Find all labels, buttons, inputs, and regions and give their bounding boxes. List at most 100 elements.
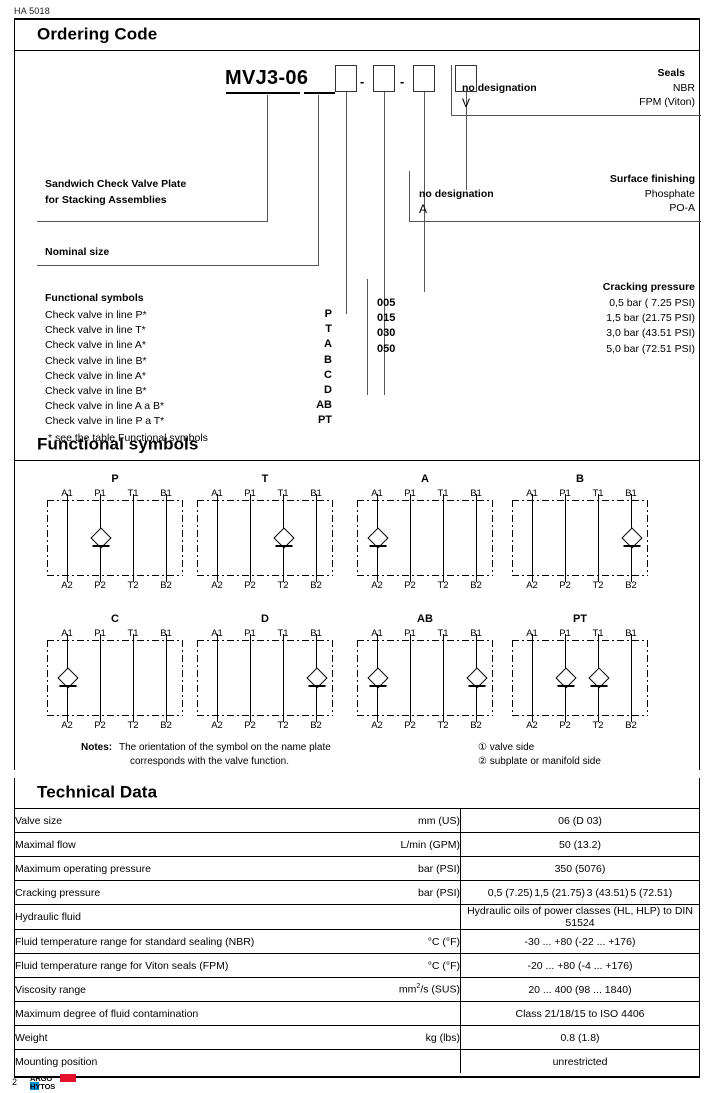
symbol-top-port: B1: [625, 628, 637, 639]
ordering-code-header: Ordering Code: [15, 20, 699, 51]
logo-line1: ARGO: [30, 1074, 53, 1083]
symbol-D: D A1 P1 T1 B1 A2 P2 T2 B2: [190, 613, 340, 734]
symbol-bottom-port: P2: [244, 580, 256, 591]
symbol-top-port: B1: [160, 488, 172, 499]
cracking-row-value: 1,5 bar (21.75 PSI): [606, 312, 695, 325]
cracking-row-value: 3,0 bar (43.51 PSI): [606, 327, 695, 340]
symbol-port-line: [532, 634, 534, 722]
symbol-box: [512, 494, 648, 582]
technical-data-label: Cracking pressure: [15, 880, 350, 905]
functional-row-desc: Check valve in line P*: [45, 309, 147, 321]
technical-data-unit: bar (PSI): [350, 856, 461, 881]
legend-valve-side: ① valve side: [478, 742, 535, 753]
symbol-bottom-port: A2: [61, 580, 73, 591]
functional-row-code: PT: [317, 414, 332, 427]
symbol-bottom-port: A2: [526, 580, 538, 591]
symbol-port-line: [443, 494, 445, 582]
symbol-top-port: P1: [404, 628, 416, 639]
technical-data-label: Fluid temperature range for standard sea…: [15, 929, 350, 954]
symbol-bottom-port: B2: [625, 580, 637, 591]
seals-row-code: V: [462, 96, 471, 110]
check-valve-seat: [623, 545, 641, 547]
technical-data-value: 0,5 (7.25) 1,5 (21.75) 3 (43.51) 5 (72.51): [460, 880, 699, 905]
symbol-bottom-ports: A2 P2 T2 B2: [505, 580, 655, 594]
seals-bracket-rule: [451, 115, 701, 116]
functional-row-code: C: [324, 368, 332, 381]
symbol-bottom-port: T2: [127, 580, 139, 591]
technical-data-unit: °C (°F): [350, 929, 461, 954]
logo-blue-block: [30, 1082, 39, 1090]
surface-row-code: A: [419, 202, 428, 216]
check-valve-seat: [590, 685, 608, 687]
technical-data-row: Weight kg (lbs) 0.8 (1.8): [15, 1025, 699, 1050]
symbol-C: C A1 P1 T1 B1 A2 P2 T2 B2: [40, 613, 190, 734]
ordering-code-box-1[interactable]: [335, 65, 357, 92]
symbol-box: [197, 634, 333, 722]
symbol-top-port: T1: [277, 488, 288, 499]
functional-row-code: P: [324, 308, 332, 320]
technical-data-label: Viscosity range: [15, 977, 350, 1002]
symbol-port-line: [166, 634, 168, 722]
symbol-top-ports: A1 P1 T1 B1: [190, 488, 340, 500]
symbol-box: [47, 494, 183, 582]
technical-data-value-item: 5 (72.51): [630, 886, 673, 899]
check-valve-seat: [92, 545, 110, 547]
technical-data-unit: bar (PSI): [350, 880, 461, 905]
functional-row-code: A: [324, 338, 332, 351]
ordering-code-box-3[interactable]: [413, 65, 435, 92]
technical-data-unit: L/min (GPM): [350, 832, 461, 857]
symbol-top-port: A1: [371, 628, 383, 639]
legend-subplate-side: ② subplate or manifold side: [478, 756, 601, 767]
functional-row-desc: Check valve in line T*: [45, 324, 146, 337]
symbol-top-port: A1: [211, 628, 223, 639]
check-valve-seat: [557, 685, 575, 687]
symbol-P: P A1 P1 T1 B1 A2 P2 T2 B2: [40, 473, 190, 594]
functional-symbols-header: Functional symbols: [15, 430, 699, 461]
symbol-T: T A1 P1 T1 B1 A2 P2 T2 B2: [190, 473, 340, 594]
notes-line1: The orientation of the symbol on the nam…: [119, 742, 331, 753]
symbol-title: P: [111, 473, 119, 485]
technical-data-value-item: 1,5 (21.75): [534, 886, 586, 899]
functional-row-desc: Check valve in line A*: [45, 369, 146, 382]
technical-data-label: Maximal flow: [15, 832, 350, 857]
technical-data-label: Hydraulic fluid: [15, 904, 350, 930]
functional-row-desc: Check valve in line A*: [45, 339, 146, 352]
nominal-size-label: Nominal size: [45, 246, 110, 258]
connector-line-4: [384, 92, 385, 395]
symbol-bottom-port: B2: [625, 720, 637, 731]
technical-data-value: -30 ... +80 (-22 ... +176): [460, 929, 699, 954]
symbol-top-port: P1: [244, 628, 256, 639]
symbol-box: [512, 634, 648, 722]
symbol-title: C: [111, 613, 119, 625]
symbol-bottom-port: B2: [470, 720, 482, 731]
functional-symbols-section: Functional symbols PA1P1T1B1A2P2T2B2TA1P…: [14, 430, 700, 770]
symbol-port-line: [133, 494, 135, 582]
symbol-port-line: [217, 494, 219, 582]
symbol-port-line: [410, 494, 412, 582]
document-code: HA 5018: [14, 6, 50, 16]
symbol-top-ports: A1 P1 T1 B1: [350, 628, 500, 640]
symbol-bottom-port: A2: [371, 580, 383, 591]
symbol-top-port: A1: [526, 628, 538, 639]
symbol-title: AB: [417, 613, 433, 625]
technical-data-row: Cracking pressure bar (PSI) 0,5 (7.25) 1,5 …: [15, 880, 699, 905]
symbol-port-line: [410, 634, 412, 722]
functional-symbols-footnote: * see the table Functional symbols: [48, 432, 208, 444]
technical-data-row: Hydraulic fluid Hydraulic oils of power c…: [15, 904, 699, 930]
ordering-code-body: MVJ3-06 - - Sandwich Check Valve Plate for S…: [15, 51, 701, 444]
cracking-row-value: 5,0 bar (72.51 PSI): [606, 342, 695, 355]
symbol-top-port: B1: [470, 628, 482, 639]
ordering-code-box-2[interactable]: [373, 65, 395, 92]
symbol-bottom-port: T2: [437, 720, 449, 731]
ordering-code-box-4[interactable]: [455, 65, 477, 92]
ordering-code-title: Ordering Code: [37, 24, 158, 44]
check-valve-seat: [369, 685, 387, 687]
argo-hytos-logo: ARGO HYTOS: [30, 1074, 76, 1091]
technical-data-section: Technical Data Valve size mm (US) 06 (D 03…: [14, 778, 700, 1078]
symbol-AB: AB A1 P1 T1 B1 A2 P2 T2 B2: [350, 613, 500, 734]
symbol-bottom-port: A2: [371, 720, 383, 731]
technical-data-header: Technical Data: [15, 778, 699, 809]
functional-row-code: T: [325, 323, 332, 336]
symbol-bottom-port: T2: [592, 720, 604, 731]
functional-row-desc: Check valve in line B*: [45, 385, 147, 397]
